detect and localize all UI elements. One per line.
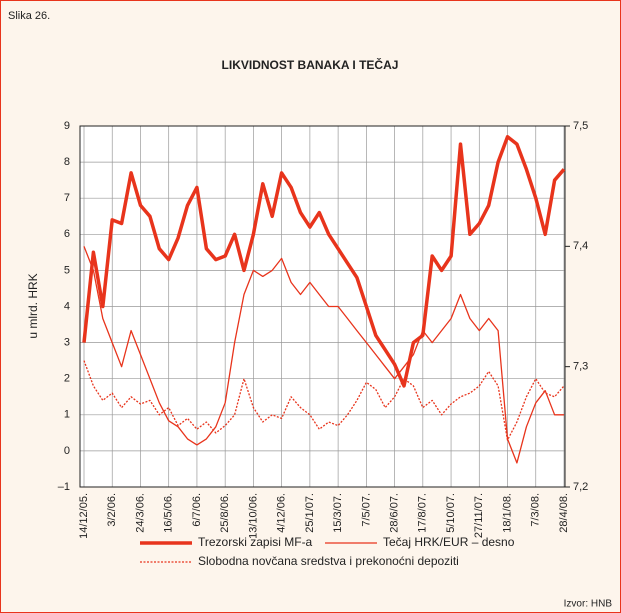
figure-label: Slika 26. (8, 10, 50, 22)
y-tick-label: –1 (58, 481, 70, 493)
x-tick-label: 25/1/07. (304, 493, 316, 533)
legend-label: Tečaj HRK/EUR – desno (383, 535, 515, 549)
x-tick-label: 18/1/08. (501, 493, 513, 533)
y2-tick-label: 7,2 (573, 481, 588, 493)
y-tick-label: 4 (64, 300, 70, 312)
x-tick-label: 28/6/07. (388, 493, 400, 533)
y2-tick-label: 7,5 (573, 120, 588, 132)
y-tick-label: 5 (64, 264, 70, 276)
source: Izvor: HNB (564, 599, 613, 610)
x-tick-label: 27/11/07. (473, 493, 485, 538)
y-tick-label: 0 (64, 445, 70, 457)
x-tick-label: 14/12/05. (78, 493, 90, 539)
y-tick-label: 6 (64, 228, 70, 240)
y-axis-label: u mlrd. HRK (26, 273, 40, 338)
x-tick-label: 24/3/06. (134, 493, 146, 533)
y-tick-label: 7 (64, 192, 70, 204)
x-tick-label: 7/5/07. (360, 493, 372, 527)
x-tick-label: 25/8/06. (219, 493, 231, 533)
legend-label: Slobodna novčana sredstva i prekonoćni d… (198, 554, 459, 568)
y-tick-label: 1 (64, 409, 70, 421)
series-line (83, 246, 564, 464)
x-tick-label: 15/3/07. (332, 493, 344, 533)
x-tick-label: 16/5/06. (163, 493, 175, 533)
y-tick-label: 3 (64, 337, 70, 349)
legend-label: Trezorski zapisi MF-a (198, 535, 313, 549)
x-tick-label: 3/2/06. (106, 493, 118, 527)
x-tick-label: 28/4/08. (558, 493, 570, 533)
x-tick-label: 6/7/06. (191, 493, 203, 527)
x-tick-label: 13/10/06. (247, 493, 259, 539)
y2-tick-label: 7,3 (573, 361, 588, 373)
series-line (83, 360, 565, 441)
y2-tick-label: 7,4 (573, 240, 588, 252)
y-tick-label: 9 (64, 120, 70, 132)
chart-title: LIKVIDNOST BANAKA I TEČAJ (222, 57, 399, 72)
x-tick-label: 7/3/08. (530, 493, 542, 527)
y-tick-label: 8 (64, 156, 70, 168)
x-tick-label: 5/10/07. (445, 493, 457, 533)
x-tick-label: 4/12/06. (276, 493, 288, 533)
plot-border (79, 125, 566, 488)
x-tick-label: 17/8/07. (417, 493, 429, 533)
series-line (82, 135, 566, 388)
y-tick-label: 2 (64, 373, 70, 385)
